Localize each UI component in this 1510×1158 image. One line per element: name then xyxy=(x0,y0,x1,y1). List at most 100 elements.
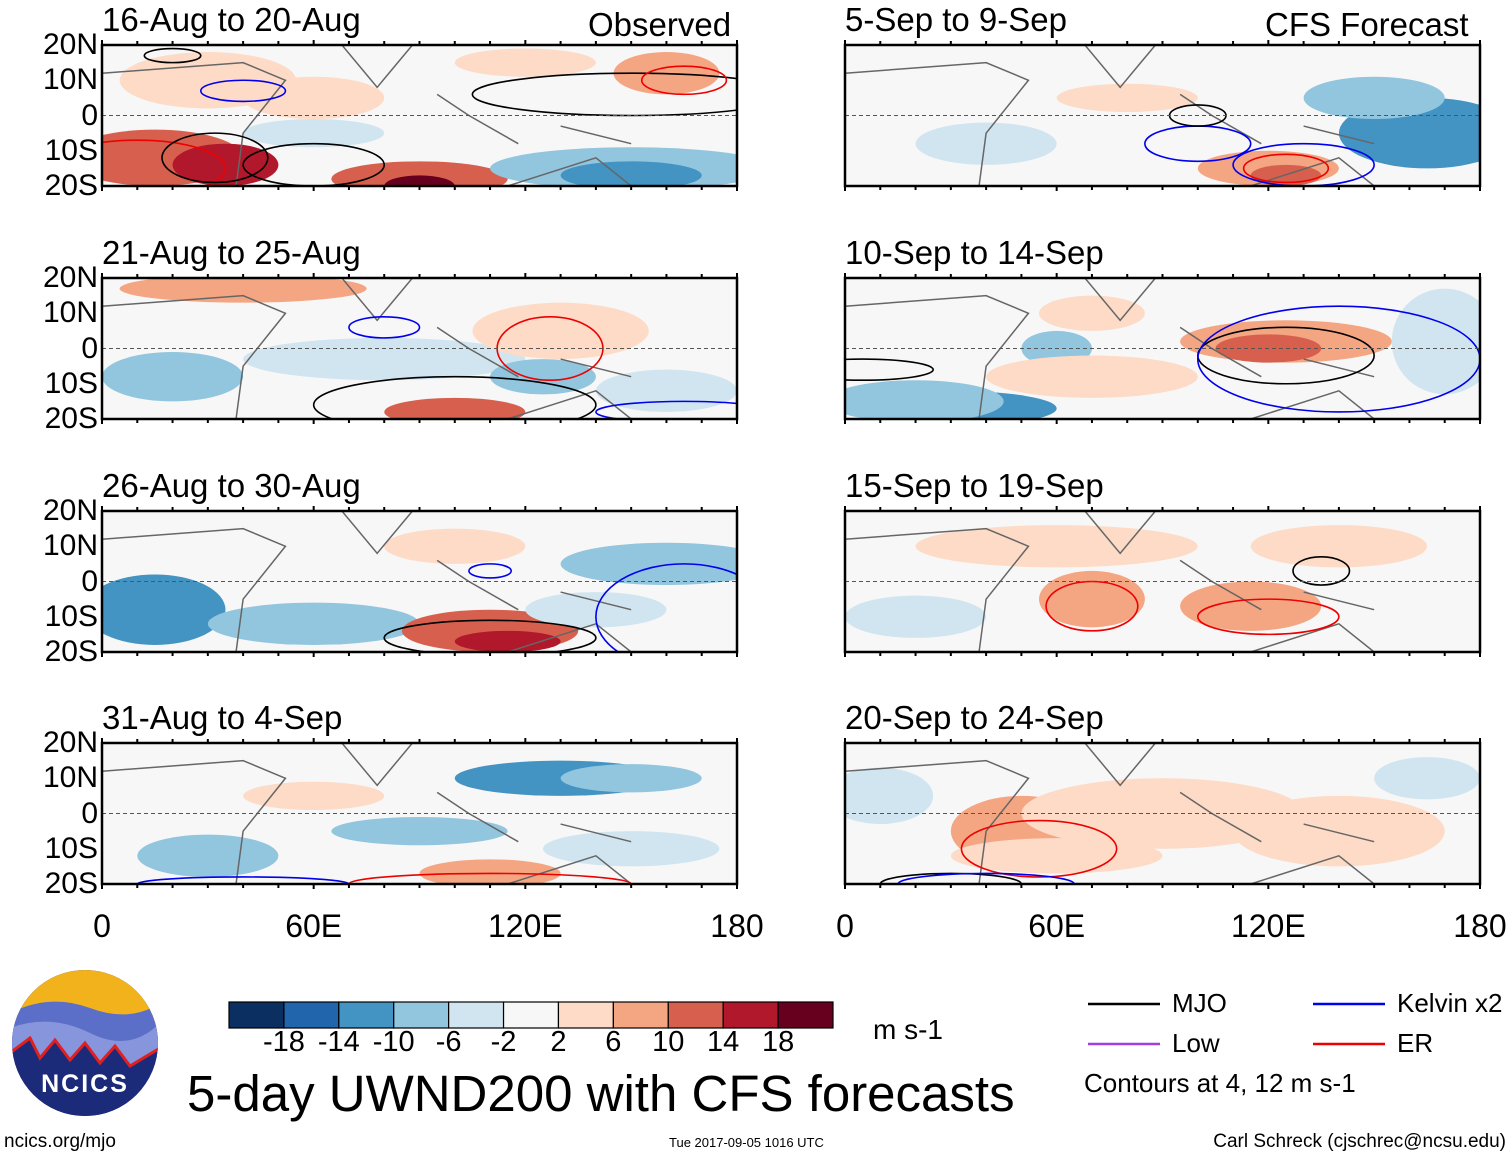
panel-title: 20-Sep to 24-Sep xyxy=(845,699,1104,736)
wave-contour xyxy=(312,375,597,419)
anomaly-region xyxy=(119,278,367,303)
anomaly-region xyxy=(542,831,720,867)
panel-title: 26-Aug to 30-Aug xyxy=(102,467,361,504)
y-tick-label: 0 xyxy=(81,796,98,830)
ncics-logo: NCICS xyxy=(12,970,158,1116)
colorbar-label: 6 xyxy=(605,1026,622,1058)
anomaly-region xyxy=(1039,570,1145,628)
colorbar-swatch xyxy=(393,1001,450,1029)
forecast-label: CFS Forecast xyxy=(1265,6,1469,43)
colorbar-label: -18 xyxy=(262,1026,305,1058)
wave-contour xyxy=(845,358,934,382)
anomaly-region xyxy=(137,834,279,877)
anomaly-region xyxy=(102,574,226,645)
y-tick-label: 10S xyxy=(44,366,98,400)
wave-contour xyxy=(199,79,287,103)
anomaly-region xyxy=(384,397,526,419)
wave-contour xyxy=(595,563,737,652)
anomaly-region xyxy=(845,380,1004,419)
anomaly-region xyxy=(560,764,702,793)
y-tick-label: 20N xyxy=(42,28,98,61)
anomaly-region xyxy=(384,175,455,186)
wave-contour xyxy=(1197,305,1480,413)
wave-contour xyxy=(161,132,269,184)
y-tick-label: 20S xyxy=(44,402,98,435)
x-tick-label: 0 xyxy=(836,908,854,944)
anomaly-region xyxy=(384,528,526,564)
anomaly-region xyxy=(915,122,1057,165)
colorbar-label: 2 xyxy=(550,1026,567,1058)
anomaly-region xyxy=(845,767,934,825)
colorbar-label: -14 xyxy=(317,1026,360,1058)
y-tick-label: 20S xyxy=(44,635,98,668)
legend-label: Low xyxy=(1172,1028,1220,1058)
colorbar-swatch xyxy=(667,1001,724,1029)
x-tick-label: 0 xyxy=(93,908,111,944)
wave-contour xyxy=(1292,556,1351,586)
anomaly-region xyxy=(560,161,702,186)
map-panel xyxy=(843,40,1482,191)
units-label: m s-1 xyxy=(873,1014,943,1045)
colorbar-label: 10 xyxy=(652,1026,685,1058)
map-panel xyxy=(843,273,1482,424)
colorbar-swatch xyxy=(722,1001,779,1029)
colorbar-label: 18 xyxy=(761,1026,795,1058)
observed-label: Observed xyxy=(588,6,732,43)
logo-text: NCICS xyxy=(41,1070,129,1098)
anomaly-region xyxy=(243,337,526,381)
footer-timestamp: Tue 2017-09-05 1016 UTC xyxy=(669,1135,824,1150)
anomaly-region xyxy=(331,817,508,846)
colorbar-swatch xyxy=(612,1001,669,1029)
wave-contour xyxy=(102,139,227,186)
wave-contour xyxy=(468,563,513,579)
colorbar-label: -6 xyxy=(435,1026,462,1058)
colorbar-swatch xyxy=(283,1001,340,1029)
x-tick-label: 180 xyxy=(1453,908,1507,944)
anomaly-region xyxy=(1303,76,1445,120)
wave-contour xyxy=(640,65,728,96)
map-panel xyxy=(100,506,739,657)
anomaly-region xyxy=(950,838,1163,874)
wave-contour xyxy=(960,819,1118,878)
colorbar-label: -10 xyxy=(372,1026,415,1058)
anomaly-region xyxy=(331,161,508,186)
main-title: 5-day UWND200 with CFS forecasts xyxy=(187,1065,1015,1122)
legend-label: ER xyxy=(1397,1028,1434,1058)
panel-title: 31-Aug to 4-Sep xyxy=(102,699,343,736)
x-tick-label: 60E xyxy=(285,908,343,944)
y-tick-label: 10N xyxy=(42,296,98,330)
x-tick-label: 120E xyxy=(1230,908,1306,944)
map-panel xyxy=(100,273,739,424)
y-tick-label: 20S xyxy=(44,169,98,202)
wave-contour xyxy=(143,47,202,64)
y-tick-label: 0 xyxy=(81,564,98,598)
colorbar-label: 14 xyxy=(707,1026,740,1058)
y-tick-label: 0 xyxy=(81,331,98,365)
legend-swatch xyxy=(1313,1002,1385,1006)
anomaly-region xyxy=(1391,288,1480,395)
anomaly-region xyxy=(845,595,987,638)
anomaly-region xyxy=(1374,757,1480,800)
anomaly-region xyxy=(243,781,385,810)
anomaly-region xyxy=(472,302,649,360)
anomaly-region xyxy=(454,630,561,652)
anomaly-region xyxy=(986,355,1198,398)
y-tick-label: 20N xyxy=(42,261,98,294)
panel-title: 15-Sep to 19-Sep xyxy=(845,467,1104,504)
map-panel xyxy=(100,40,739,191)
anomaly-region xyxy=(243,119,385,148)
colorbar-swatch xyxy=(557,1001,614,1029)
panel-title: 5-Sep to 9-Sep xyxy=(845,1,1067,38)
legend-swatch xyxy=(1088,1042,1160,1046)
map-panel xyxy=(843,506,1482,657)
y-tick-label: 10S xyxy=(44,133,98,167)
anomaly-region xyxy=(102,352,244,402)
colorbar-swatch xyxy=(777,1001,834,1029)
y-tick-label: 10S xyxy=(44,599,98,633)
wave-contour xyxy=(897,872,1076,884)
colorbar-swatch xyxy=(228,1001,285,1029)
panel-title: 16-Aug to 20-Aug xyxy=(102,1,361,38)
y-tick-label: 20N xyxy=(42,726,98,759)
colorbar-swatch xyxy=(338,1001,395,1029)
anomaly-region xyxy=(1039,295,1145,331)
